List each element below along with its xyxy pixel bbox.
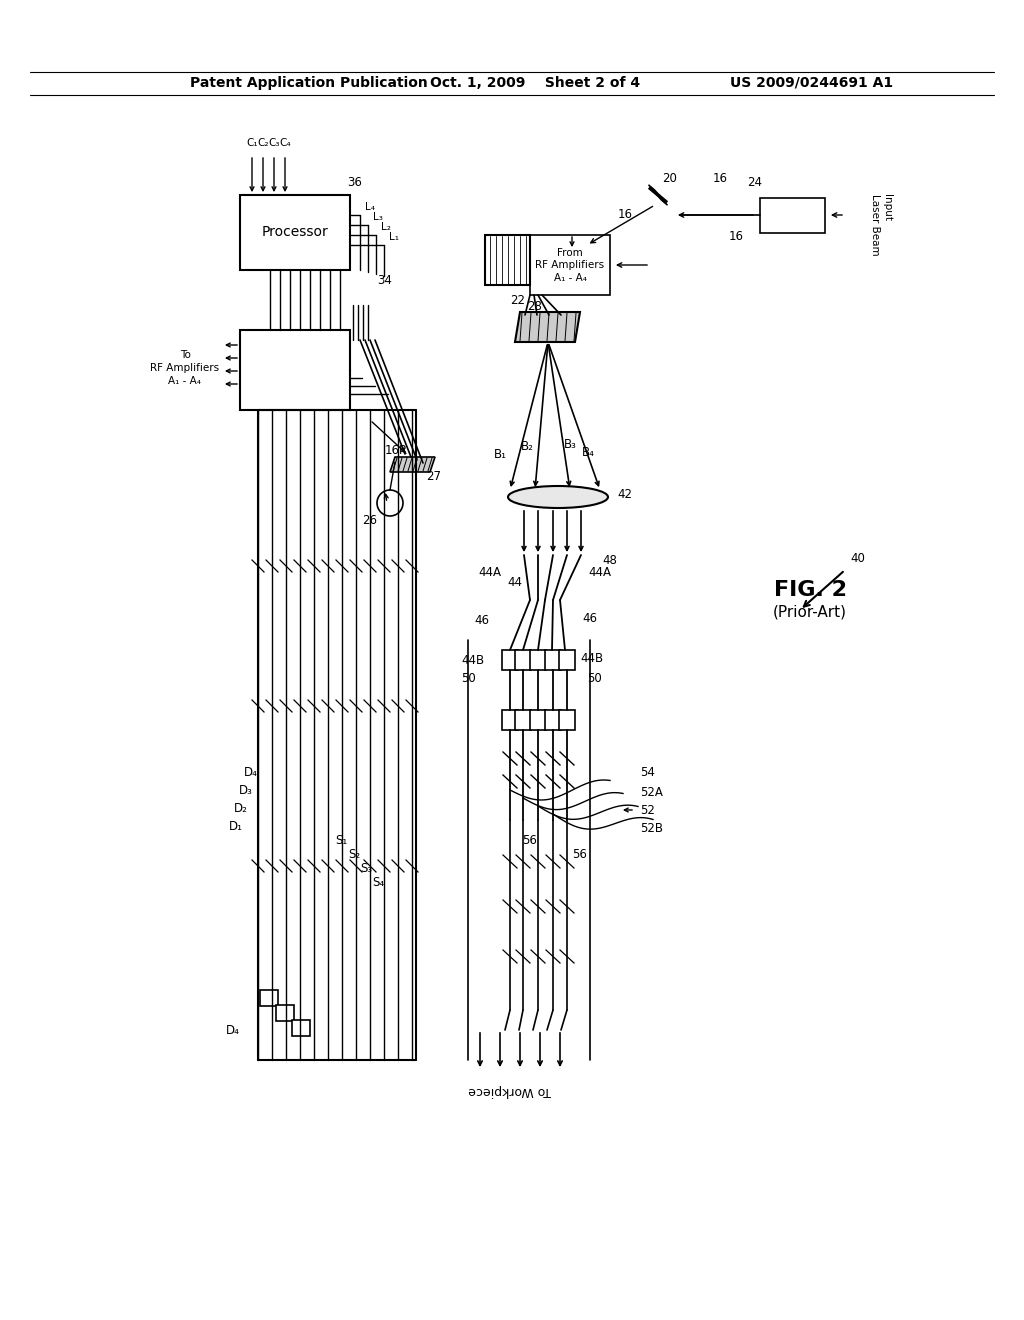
Bar [559, 710, 575, 730]
Text: B₂: B₂ [520, 441, 534, 454]
Text: 27: 27 [426, 470, 441, 483]
Bar [515, 710, 531, 730]
Text: B₄: B₄ [582, 446, 595, 459]
Text: 48: 48 [602, 553, 617, 566]
Text: S₂: S₂ [348, 847, 360, 861]
Bar [485, 235, 530, 285]
Text: 16: 16 [713, 172, 727, 185]
Text: To: To [179, 350, 190, 360]
Bar [260, 990, 278, 1006]
Text: 52B: 52B [640, 821, 663, 834]
Bar [502, 649, 518, 671]
Text: From: From [557, 248, 583, 257]
Bar [292, 1020, 310, 1036]
Text: S₄: S₄ [372, 875, 384, 888]
Bar [545, 710, 561, 730]
Text: Processor: Processor [261, 224, 329, 239]
Text: 50: 50 [461, 672, 475, 685]
Text: 44B: 44B [581, 652, 603, 664]
Text: 44A: 44A [589, 565, 611, 578]
Polygon shape [390, 457, 435, 473]
Text: US 2009/0244691 A1: US 2009/0244691 A1 [730, 77, 893, 90]
Text: 16: 16 [617, 209, 633, 222]
Text: Patent Application Publication: Patent Application Publication [190, 77, 428, 90]
Text: 24: 24 [746, 177, 762, 190]
Text: 54: 54 [640, 767, 655, 780]
Text: Input
Laser Beam: Input Laser Beam [870, 194, 892, 256]
Text: 34: 34 [378, 273, 392, 286]
Text: D₁: D₁ [229, 820, 243, 833]
Text: C₃: C₃ [268, 139, 280, 148]
Text: A₁ - A₄: A₁ - A₄ [554, 273, 587, 282]
Text: To Workpiece: To Workpiece [469, 1084, 551, 1097]
Text: D₄: D₄ [226, 1023, 240, 1036]
Text: L₂: L₂ [381, 222, 391, 232]
Text: 26: 26 [362, 513, 378, 527]
Bar [530, 235, 610, 294]
Text: 46: 46 [583, 611, 597, 624]
Text: D₂: D₂ [234, 801, 248, 814]
Text: 56: 56 [572, 849, 588, 862]
Bar [760, 198, 825, 234]
Text: L₁: L₁ [389, 232, 399, 242]
Text: 16: 16 [728, 230, 743, 243]
Text: S₁: S₁ [336, 833, 348, 846]
Text: C₄: C₄ [280, 139, 291, 148]
Text: D₄: D₄ [244, 766, 258, 779]
Text: 56: 56 [522, 833, 538, 846]
Text: Oct. 1, 2009    Sheet 2 of 4: Oct. 1, 2009 Sheet 2 of 4 [430, 77, 640, 90]
Text: 20: 20 [663, 172, 678, 185]
Text: 46: 46 [474, 614, 489, 627]
Text: RF Amplifiers: RF Amplifiers [151, 363, 219, 374]
Text: 44B: 44B [462, 653, 484, 667]
Text: L₄: L₄ [365, 202, 375, 213]
Bar [240, 330, 350, 411]
Text: C₂: C₂ [257, 139, 268, 148]
Text: C₁: C₁ [246, 139, 258, 148]
Text: 52A: 52A [640, 785, 663, 799]
Text: RF Amplifiers: RF Amplifiers [536, 260, 604, 271]
Text: A₁ - A₄: A₁ - A₄ [169, 376, 202, 385]
Text: S₃: S₃ [359, 862, 372, 874]
Text: FIG. 2: FIG. 2 [773, 579, 847, 601]
Text: (Prior-Art): (Prior-Art) [773, 605, 847, 619]
Text: 40: 40 [851, 552, 865, 565]
Bar [515, 649, 531, 671]
Polygon shape [648, 185, 668, 205]
Text: L₃: L₃ [373, 213, 383, 222]
Text: 42: 42 [617, 488, 632, 502]
Text: 50: 50 [587, 672, 601, 685]
Text: D₃: D₃ [240, 784, 253, 796]
Text: B₁: B₁ [494, 449, 507, 462]
Text: B₃: B₃ [563, 438, 577, 451]
Bar [530, 710, 546, 730]
Text: 22: 22 [510, 293, 525, 306]
Text: 52: 52 [640, 804, 655, 817]
Text: 44: 44 [508, 576, 522, 589]
Text: 28: 28 [527, 301, 543, 314]
Bar [240, 195, 350, 271]
Bar [276, 1005, 294, 1020]
Bar [502, 710, 518, 730]
Bar [530, 649, 546, 671]
Text: 36: 36 [347, 177, 362, 190]
Polygon shape [515, 312, 580, 342]
Ellipse shape [508, 486, 608, 508]
Bar [559, 649, 575, 671]
Text: 44A: 44A [478, 565, 502, 578]
Bar [545, 649, 561, 671]
Text: 16R: 16R [385, 444, 408, 457]
